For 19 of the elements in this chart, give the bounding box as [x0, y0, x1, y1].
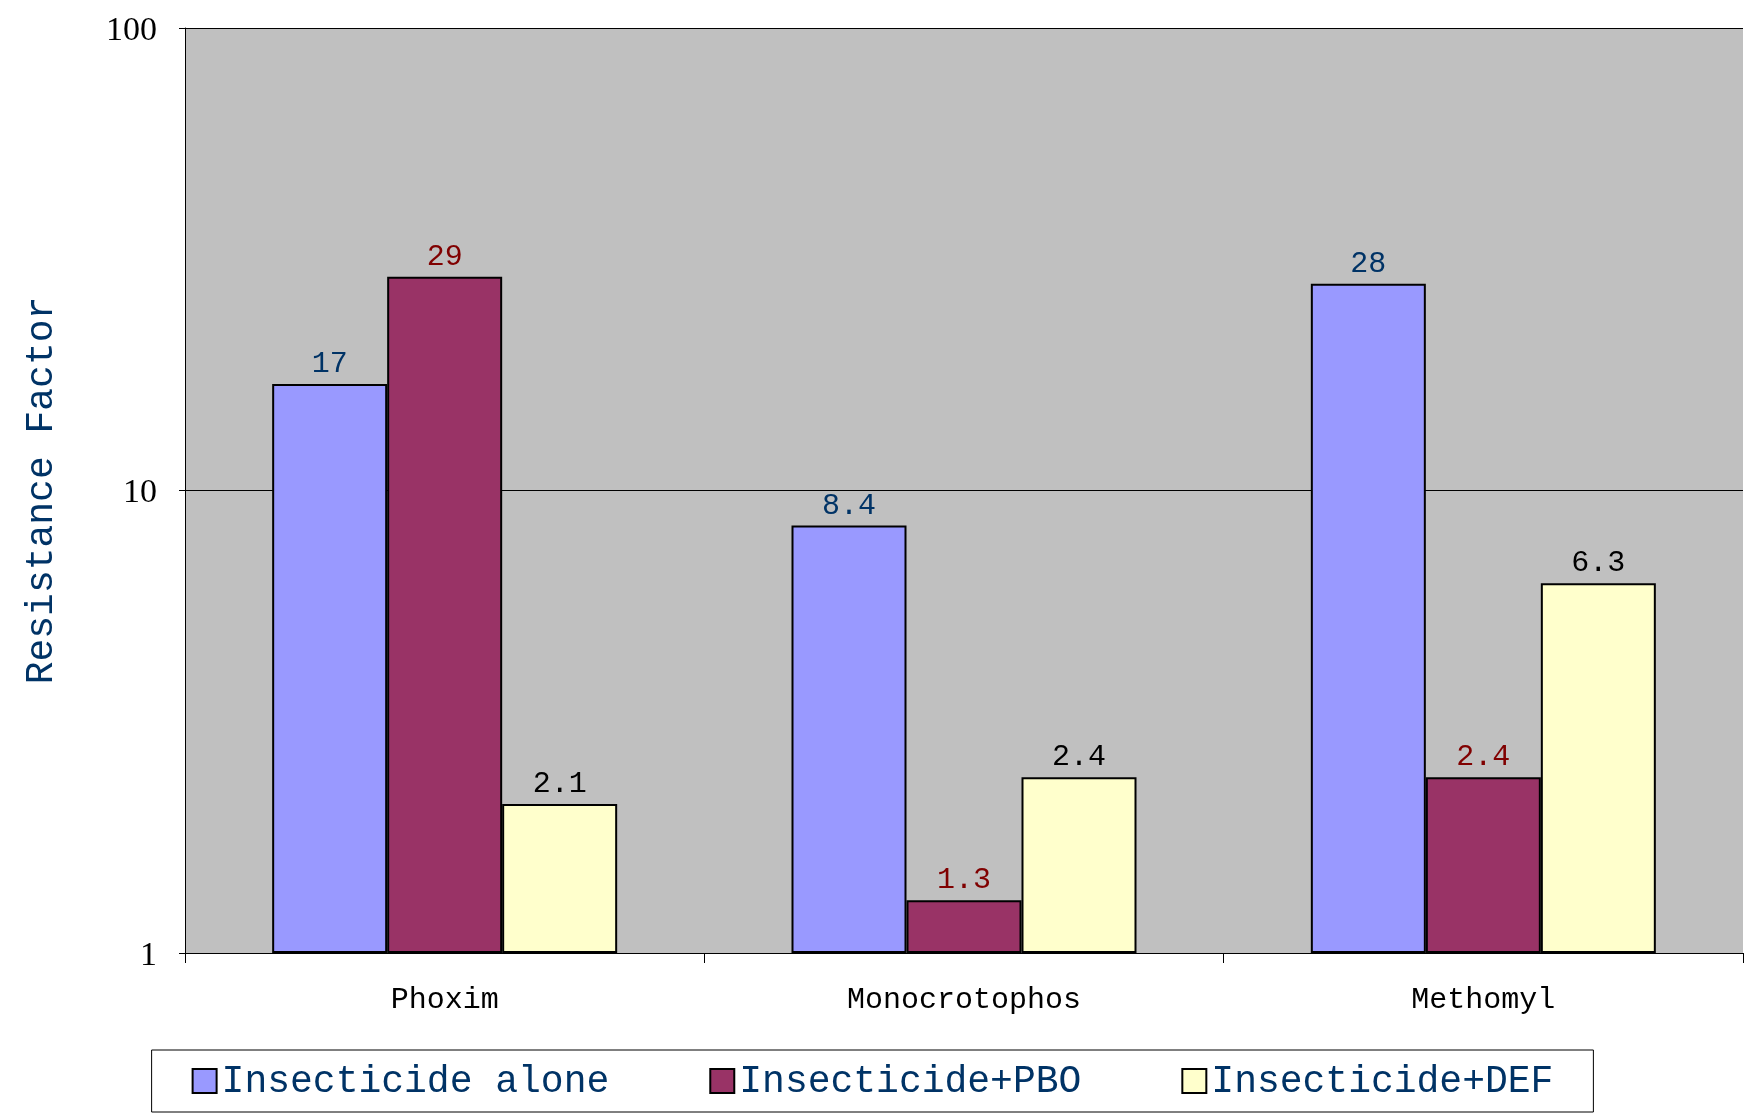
- data-label: 17: [311, 346, 348, 381]
- legend-label: Insecticide+DEF: [1211, 1059, 1554, 1103]
- x-tick-label: Monocrotophos: [846, 983, 1082, 1017]
- data-label: 2.1: [532, 766, 587, 801]
- data-label: 2.4: [1051, 740, 1107, 775]
- data-label: 29: [426, 239, 463, 274]
- legend-label: Insecticide alone: [221, 1059, 610, 1103]
- y-tick-label: 10: [123, 472, 157, 509]
- x-tick-label: Phoxim: [390, 983, 499, 1017]
- data-label: 2.4: [1456, 740, 1511, 775]
- data-label: 6.3: [1571, 546, 1626, 581]
- legend-label: Insecticide+PBO: [739, 1059, 1082, 1103]
- x-tick-label: Methomyl: [1411, 983, 1556, 1017]
- data-label: 1.3: [936, 863, 992, 898]
- data-label: 8.4: [821, 488, 877, 523]
- data-label: 28: [1350, 246, 1387, 281]
- y-tick-label: 100: [106, 9, 157, 47]
- y-axis-title: Resistance Factor: [19, 296, 63, 685]
- y-tick-label: 1: [140, 934, 157, 972]
